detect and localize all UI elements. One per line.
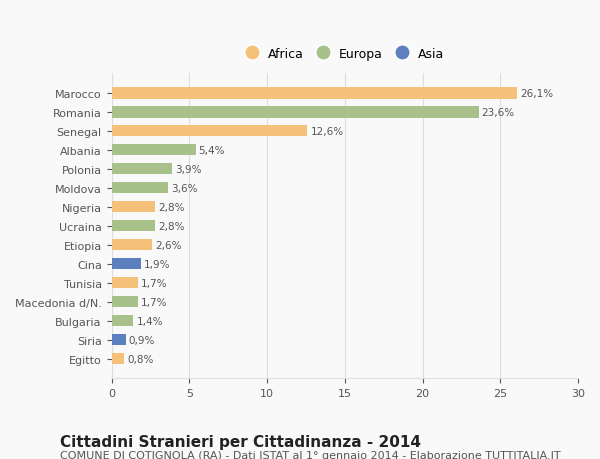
Text: 0,9%: 0,9% bbox=[128, 335, 155, 345]
Bar bbox=[112, 240, 152, 251]
Text: 2,8%: 2,8% bbox=[158, 202, 185, 213]
Text: 5,4%: 5,4% bbox=[199, 146, 225, 156]
Bar bbox=[112, 164, 172, 175]
Text: 1,9%: 1,9% bbox=[144, 259, 171, 269]
Text: 1,7%: 1,7% bbox=[141, 297, 167, 307]
Text: 2,6%: 2,6% bbox=[155, 240, 182, 250]
Text: 23,6%: 23,6% bbox=[482, 107, 515, 118]
Bar bbox=[112, 221, 155, 232]
Bar bbox=[112, 315, 133, 327]
Bar bbox=[112, 88, 517, 99]
Text: 1,7%: 1,7% bbox=[141, 278, 167, 288]
Bar bbox=[112, 258, 141, 270]
Bar bbox=[112, 126, 307, 137]
Text: 2,8%: 2,8% bbox=[158, 221, 185, 231]
Text: 12,6%: 12,6% bbox=[311, 127, 344, 136]
Text: 3,6%: 3,6% bbox=[170, 184, 197, 193]
Text: 0,8%: 0,8% bbox=[127, 354, 154, 364]
Text: Cittadini Stranieri per Cittadinanza - 2014: Cittadini Stranieri per Cittadinanza - 2… bbox=[60, 434, 421, 449]
Bar bbox=[112, 183, 167, 194]
Bar bbox=[112, 145, 196, 156]
Bar bbox=[112, 353, 124, 364]
Bar bbox=[112, 334, 125, 346]
Text: 26,1%: 26,1% bbox=[520, 89, 554, 99]
Bar bbox=[112, 202, 155, 213]
Bar bbox=[112, 297, 138, 308]
Text: 3,9%: 3,9% bbox=[175, 164, 202, 174]
Bar bbox=[112, 107, 479, 118]
Text: 1,4%: 1,4% bbox=[136, 316, 163, 326]
Legend: Africa, Europa, Asia: Africa, Europa, Asia bbox=[242, 44, 448, 64]
Bar bbox=[112, 277, 138, 289]
Text: COMUNE DI COTIGNOLA (RA) - Dati ISTAT al 1° gennaio 2014 - Elaborazione TUTTITAL: COMUNE DI COTIGNOLA (RA) - Dati ISTAT al… bbox=[60, 450, 560, 459]
